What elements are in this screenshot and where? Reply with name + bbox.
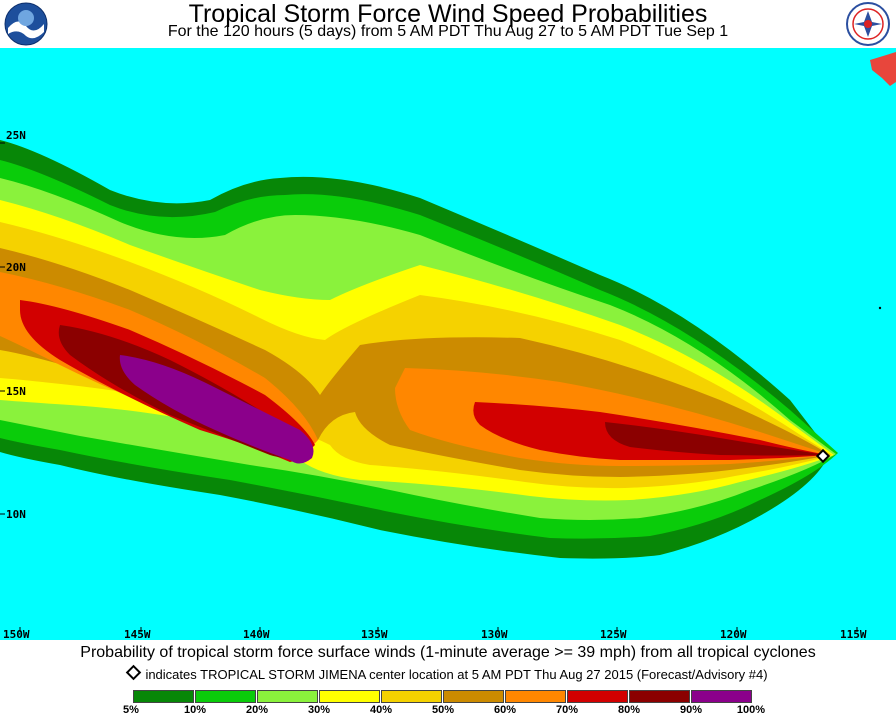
page-subtitle: For the 120 hours (5 days) from 5 AM PDT… bbox=[167, 23, 729, 40]
page-title: Tropical Storm Force Wind Speed Probabil… bbox=[188, 0, 708, 28]
legend-swatch bbox=[629, 690, 690, 703]
legend-label: 100% bbox=[736, 704, 766, 716]
legend-swatch bbox=[195, 690, 256, 703]
lat-label-25n: 25N bbox=[6, 129, 26, 142]
lon-label-125w: 125W bbox=[600, 628, 627, 640]
land-area bbox=[870, 52, 896, 86]
legend-label: 80% bbox=[617, 704, 641, 716]
legend-label: 30% bbox=[307, 704, 331, 716]
lat-ticks bbox=[0, 142, 5, 515]
probability-map: 25N 20N 15N 10N 150W 145W 140W 135W 130W… bbox=[0, 48, 896, 640]
legend-label: 20% bbox=[245, 704, 269, 716]
diamond-marker-icon bbox=[126, 664, 142, 681]
lon-ticks bbox=[19, 627, 858, 632]
header: Tropical Storm Force Wind Speed Probabil… bbox=[0, 0, 896, 48]
legend-swatch bbox=[691, 690, 752, 703]
map-caption: Probability of tropical storm force surf… bbox=[80, 644, 816, 661]
legend-swatch bbox=[133, 690, 194, 703]
lon-label-145w: 145W bbox=[124, 628, 151, 640]
lat-label-20n: 20N bbox=[6, 261, 26, 274]
legend-swatch bbox=[319, 690, 380, 703]
footer bbox=[0, 640, 896, 716]
lon-label-135w: 135W bbox=[361, 628, 388, 640]
legend-label: 50% bbox=[431, 704, 455, 716]
legend-swatch bbox=[567, 690, 628, 703]
legend-swatch bbox=[257, 690, 318, 703]
legend-swatch bbox=[505, 690, 566, 703]
lon-label-120w: 120W bbox=[720, 628, 747, 640]
legend-label: 90% bbox=[679, 704, 703, 716]
storm-center-marker-icon bbox=[815, 448, 831, 464]
noaa-logo-icon bbox=[4, 2, 48, 46]
lon-label-140w: 140W bbox=[243, 628, 270, 640]
legend-label: 10% bbox=[183, 704, 207, 716]
lon-label-150w: 150W bbox=[3, 628, 30, 640]
legend-label: 5% bbox=[123, 704, 139, 716]
land-dot bbox=[878, 306, 882, 310]
legend-swatch bbox=[443, 690, 504, 703]
nws-logo-icon bbox=[846, 2, 890, 46]
lon-label-130w: 130W bbox=[481, 628, 508, 640]
legend-label: 70% bbox=[555, 704, 579, 716]
lat-label-10n: 10N bbox=[6, 508, 26, 521]
legend-swatch bbox=[381, 690, 442, 703]
legend-label: 60% bbox=[493, 704, 517, 716]
prob-band-90 bbox=[119, 355, 314, 464]
storm-center-note: indicates TROPICAL STORM JIMENA center l… bbox=[0, 664, 896, 683]
storm-center-note-text: indicates TROPICAL STORM JIMENA center l… bbox=[145, 667, 768, 682]
lat-label-15n: 15N bbox=[6, 385, 26, 398]
lon-label-115w: 115W bbox=[840, 628, 867, 640]
legend-label: 40% bbox=[369, 704, 393, 716]
